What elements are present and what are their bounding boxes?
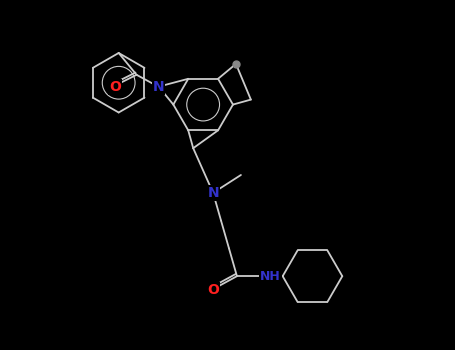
Text: O: O: [109, 80, 121, 94]
Text: NH: NH: [260, 270, 281, 283]
Text: O: O: [207, 283, 219, 297]
Text: N: N: [152, 80, 164, 94]
Text: N: N: [207, 186, 219, 200]
